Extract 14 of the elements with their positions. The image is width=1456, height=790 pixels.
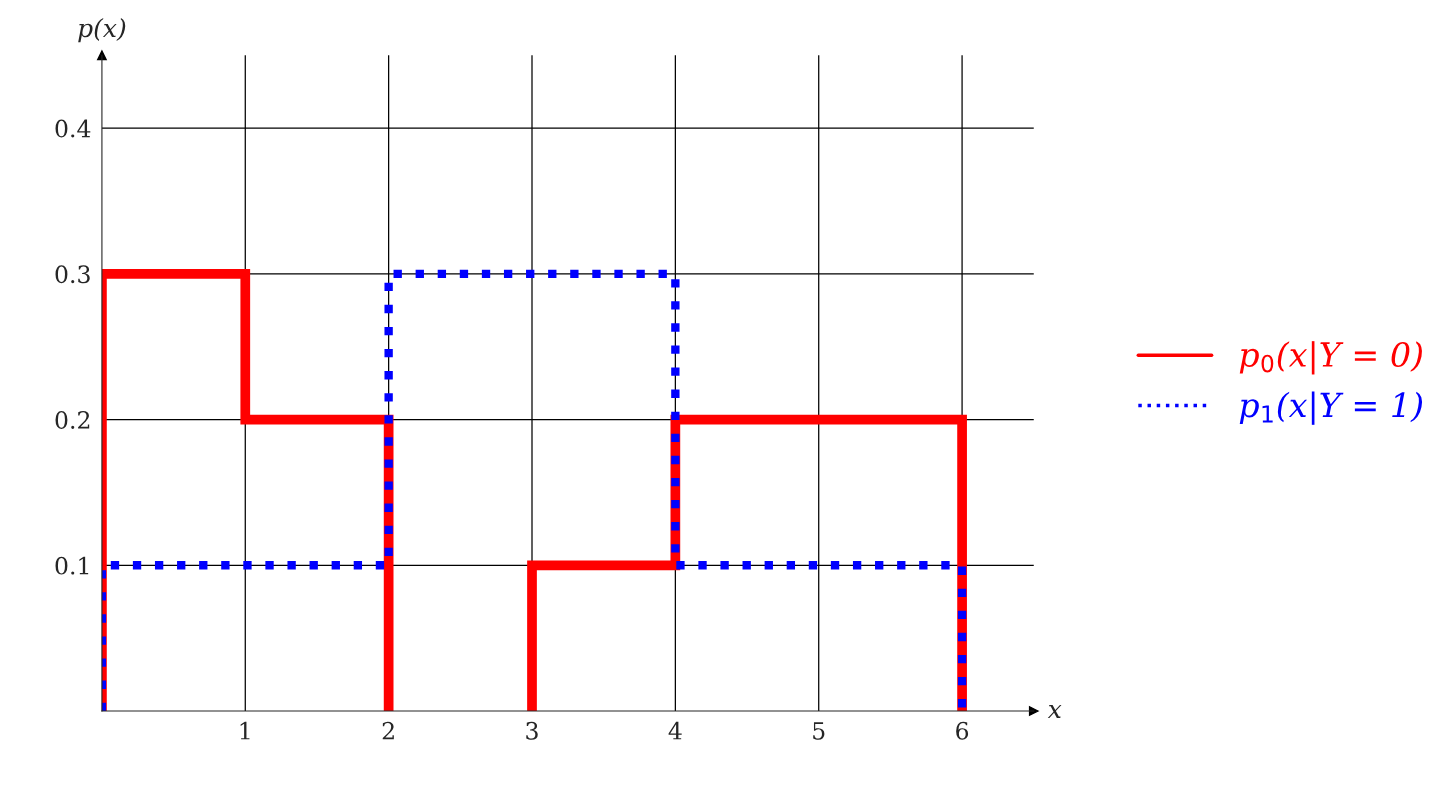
y-tick-label: 0.1 bbox=[55, 556, 89, 575]
x-tick-label: 2 bbox=[382, 721, 394, 740]
x-tick-label: 6 bbox=[956, 721, 969, 740]
legend-label: p$_{1}$(x|Y = 1) bbox=[1239, 391, 1422, 425]
x-tick-label: 5 bbox=[813, 722, 825, 740]
x-tick-label: 3 bbox=[526, 721, 538, 740]
y-tick-label: 0.3 bbox=[55, 265, 90, 284]
y-axis-title: p(x) bbox=[78, 17, 126, 43]
legend-label: p$_{0}$(x|Y = 0) bbox=[1239, 341, 1422, 375]
x-tick-label: 4 bbox=[668, 721, 682, 740]
y-tick-label: 0.4 bbox=[55, 119, 91, 138]
x-axis-title: x bbox=[1047, 704, 1062, 718]
y-tick-label: 0.2 bbox=[55, 411, 90, 429]
x-tick-label: 1 bbox=[240, 721, 250, 740]
